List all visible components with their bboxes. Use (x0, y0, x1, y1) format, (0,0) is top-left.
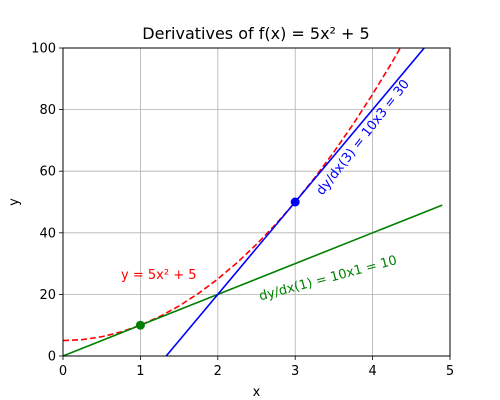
y-axis-label: y (7, 198, 22, 206)
y-tick-label: 0 (48, 350, 56, 365)
grid (62, 47, 451, 357)
tangent-point-0 (135, 320, 145, 330)
x-tick-label: 1 (136, 364, 144, 379)
y-tick-label: 60 (39, 165, 56, 180)
x-tick-label: 5 (446, 364, 454, 379)
x-tick-label: 4 (368, 364, 376, 379)
y-tick-label: 20 (39, 288, 56, 303)
x-axis-label: x (253, 385, 261, 400)
tangent-point-1 (290, 197, 300, 207)
y-tick-label: 100 (31, 42, 56, 57)
chart-title: Derivatives of f(x) = 5x² + 5 (142, 24, 369, 43)
ticks: 0 1 2 3 4 5 0 20 40 60 80 100 (31, 42, 454, 380)
series-line-1 (63, 204, 443, 356)
series-line-2 (165, 48, 426, 356)
x-tick-label: 2 (214, 364, 222, 379)
x-tick-label: 3 (291, 364, 299, 379)
annotation-0: y = 5x² + 5 (121, 268, 196, 283)
plot-area (63, 48, 443, 356)
y-tick-label: 80 (39, 103, 56, 118)
y-tick-label: 40 (39, 226, 56, 241)
x-tick-label: 0 (59, 364, 67, 379)
axes-frame (62, 47, 451, 357)
